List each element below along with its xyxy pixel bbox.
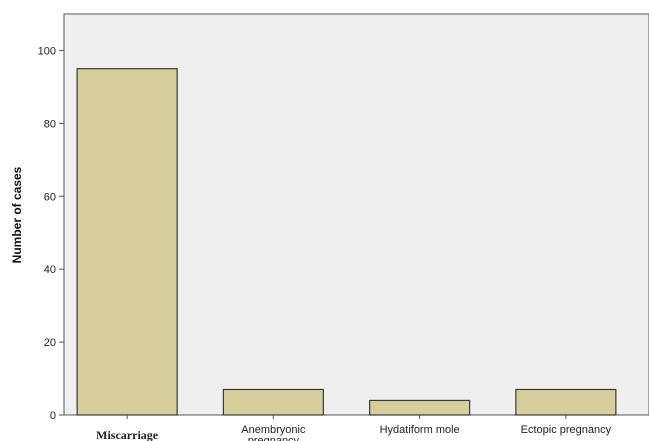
y-tick-label: 20 <box>44 337 56 349</box>
bar <box>76 68 178 416</box>
y-tick-label: 60 <box>44 191 56 203</box>
y-axis: 0 20 40 60 80 100 <box>38 45 64 422</box>
x-tick-label: Miscarriage <box>96 428 159 441</box>
y-axis-label: Number of cases <box>10 166 24 263</box>
bar <box>222 388 324 416</box>
y-tick-label: 100 <box>38 45 56 57</box>
x-tick-label: Ectopic pregnancy <box>521 424 612 436</box>
bar <box>369 399 471 416</box>
x-tick-label: pregnancy <box>248 435 300 441</box>
y-tick-label: 40 <box>44 264 56 276</box>
bars <box>76 68 617 416</box>
x-tick-label: Hydatiform mole <box>380 424 460 436</box>
y-tick-label: 80 <box>44 118 56 130</box>
y-tick-label: 0 <box>50 410 56 422</box>
x-tick-label: Anembryonic <box>241 424 306 436</box>
bar <box>515 388 617 416</box>
